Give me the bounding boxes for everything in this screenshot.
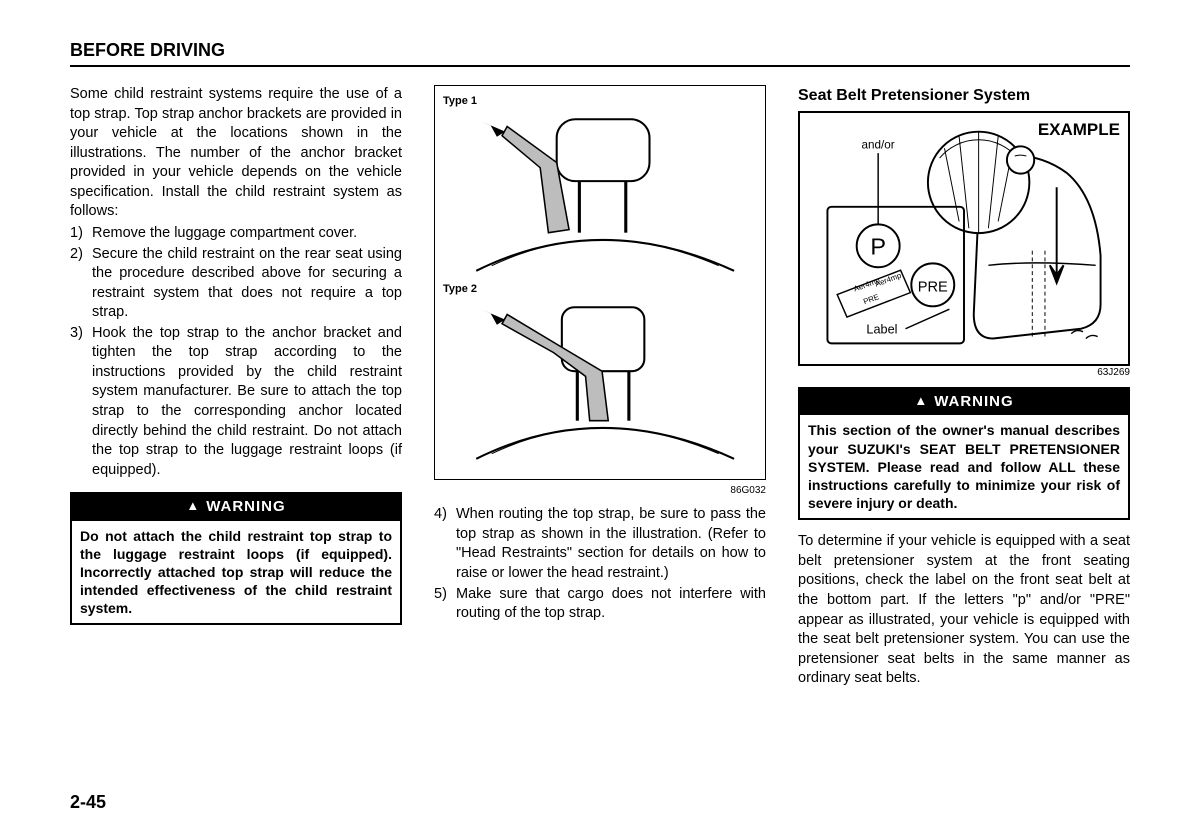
type-2-label: Type 2 — [443, 282, 757, 297]
warning-header: ▲ WARNING — [800, 389, 1128, 415]
warning-triangle-icon: ▲ — [914, 392, 928, 410]
list-item: 5) Make sure that cargo does not interfe… — [434, 585, 766, 624]
item-number: 1) — [70, 224, 92, 244]
warning-body: Do not attach the child restraint top st… — [72, 521, 400, 624]
item-number: 4) — [434, 505, 456, 583]
p-circle-text: P — [870, 233, 886, 259]
warning-box-2: ▲ WARNING This section of the owner's man… — [798, 387, 1130, 520]
item-text: Remove the luggage compartment cover. — [92, 224, 402, 244]
figure-code-1: 86G032 — [434, 484, 766, 498]
list-item: 3) Hook the top strap to the anchor brac… — [70, 324, 402, 481]
type-1-label: Type 1 — [443, 94, 757, 109]
headrest-type2-illustration — [443, 299, 757, 464]
item-text: Secure the child restraint on the rear s… — [92, 245, 402, 323]
column-3: Seat Belt Pretensioner System EXAMPLE — [798, 85, 1130, 691]
warning-header: ▲ WARNING — [72, 494, 400, 520]
andor-text: and/or — [862, 138, 895, 151]
page-number: 2-45 — [70, 792, 106, 813]
label-word: Label — [866, 322, 897, 336]
item-text: When routing the top strap, be sure to p… — [456, 505, 766, 583]
warning-body: This section of the owner's manual descr… — [800, 415, 1128, 518]
example-illustration-box: EXAMPLE — [798, 111, 1130, 366]
list-item: 2) Secure the child restraint on the rea… — [70, 245, 402, 323]
pre-circle-text: PRE — [918, 279, 948, 295]
warning-title: WARNING — [206, 498, 286, 515]
intro-text: Some child restraint systems require the… — [70, 85, 402, 222]
figure-code-2: 63J269 — [798, 366, 1130, 380]
list-item: 4) When routing the top strap, be sure t… — [434, 505, 766, 583]
pretensioner-illustration: and/or P PRE Aer4mp Aer4mp PRE Label — [806, 119, 1122, 358]
section-title: BEFORE DRIVING — [70, 40, 1130, 67]
column-2: Type 1 Type 2 — [434, 85, 766, 691]
warning-box-1: ▲ WARNING Do not attach the child restrai… — [70, 492, 402, 625]
list-item: 1) Remove the luggage compartment cover. — [70, 224, 402, 244]
steps-list-1: 1) Remove the luggage compartment cover.… — [70, 224, 402, 480]
example-label: EXAMPLE — [1038, 119, 1120, 142]
item-number: 5) — [434, 585, 456, 624]
headrest-type1-illustration — [443, 111, 757, 276]
column-1: Some child restraint systems require the… — [70, 85, 402, 691]
content-columns: Some child restraint systems require the… — [70, 85, 1130, 691]
pretensioner-heading: Seat Belt Pretensioner System — [798, 85, 1130, 107]
item-text: Make sure that cargo does not interfere … — [456, 585, 766, 624]
item-number: 2) — [70, 245, 92, 323]
item-number: 3) — [70, 324, 92, 481]
warning-title: WARNING — [934, 393, 1014, 410]
headrest-diagram-box: Type 1 Type 2 — [434, 85, 766, 480]
steps-list-2: 4) When routing the top strap, be sure t… — [434, 505, 766, 623]
item-text: Hook the top strap to the anchor bracket… — [92, 324, 402, 481]
warning-triangle-icon: ▲ — [186, 497, 200, 515]
pretensioner-paragraph: To determine if your vehicle is equipped… — [798, 532, 1130, 689]
